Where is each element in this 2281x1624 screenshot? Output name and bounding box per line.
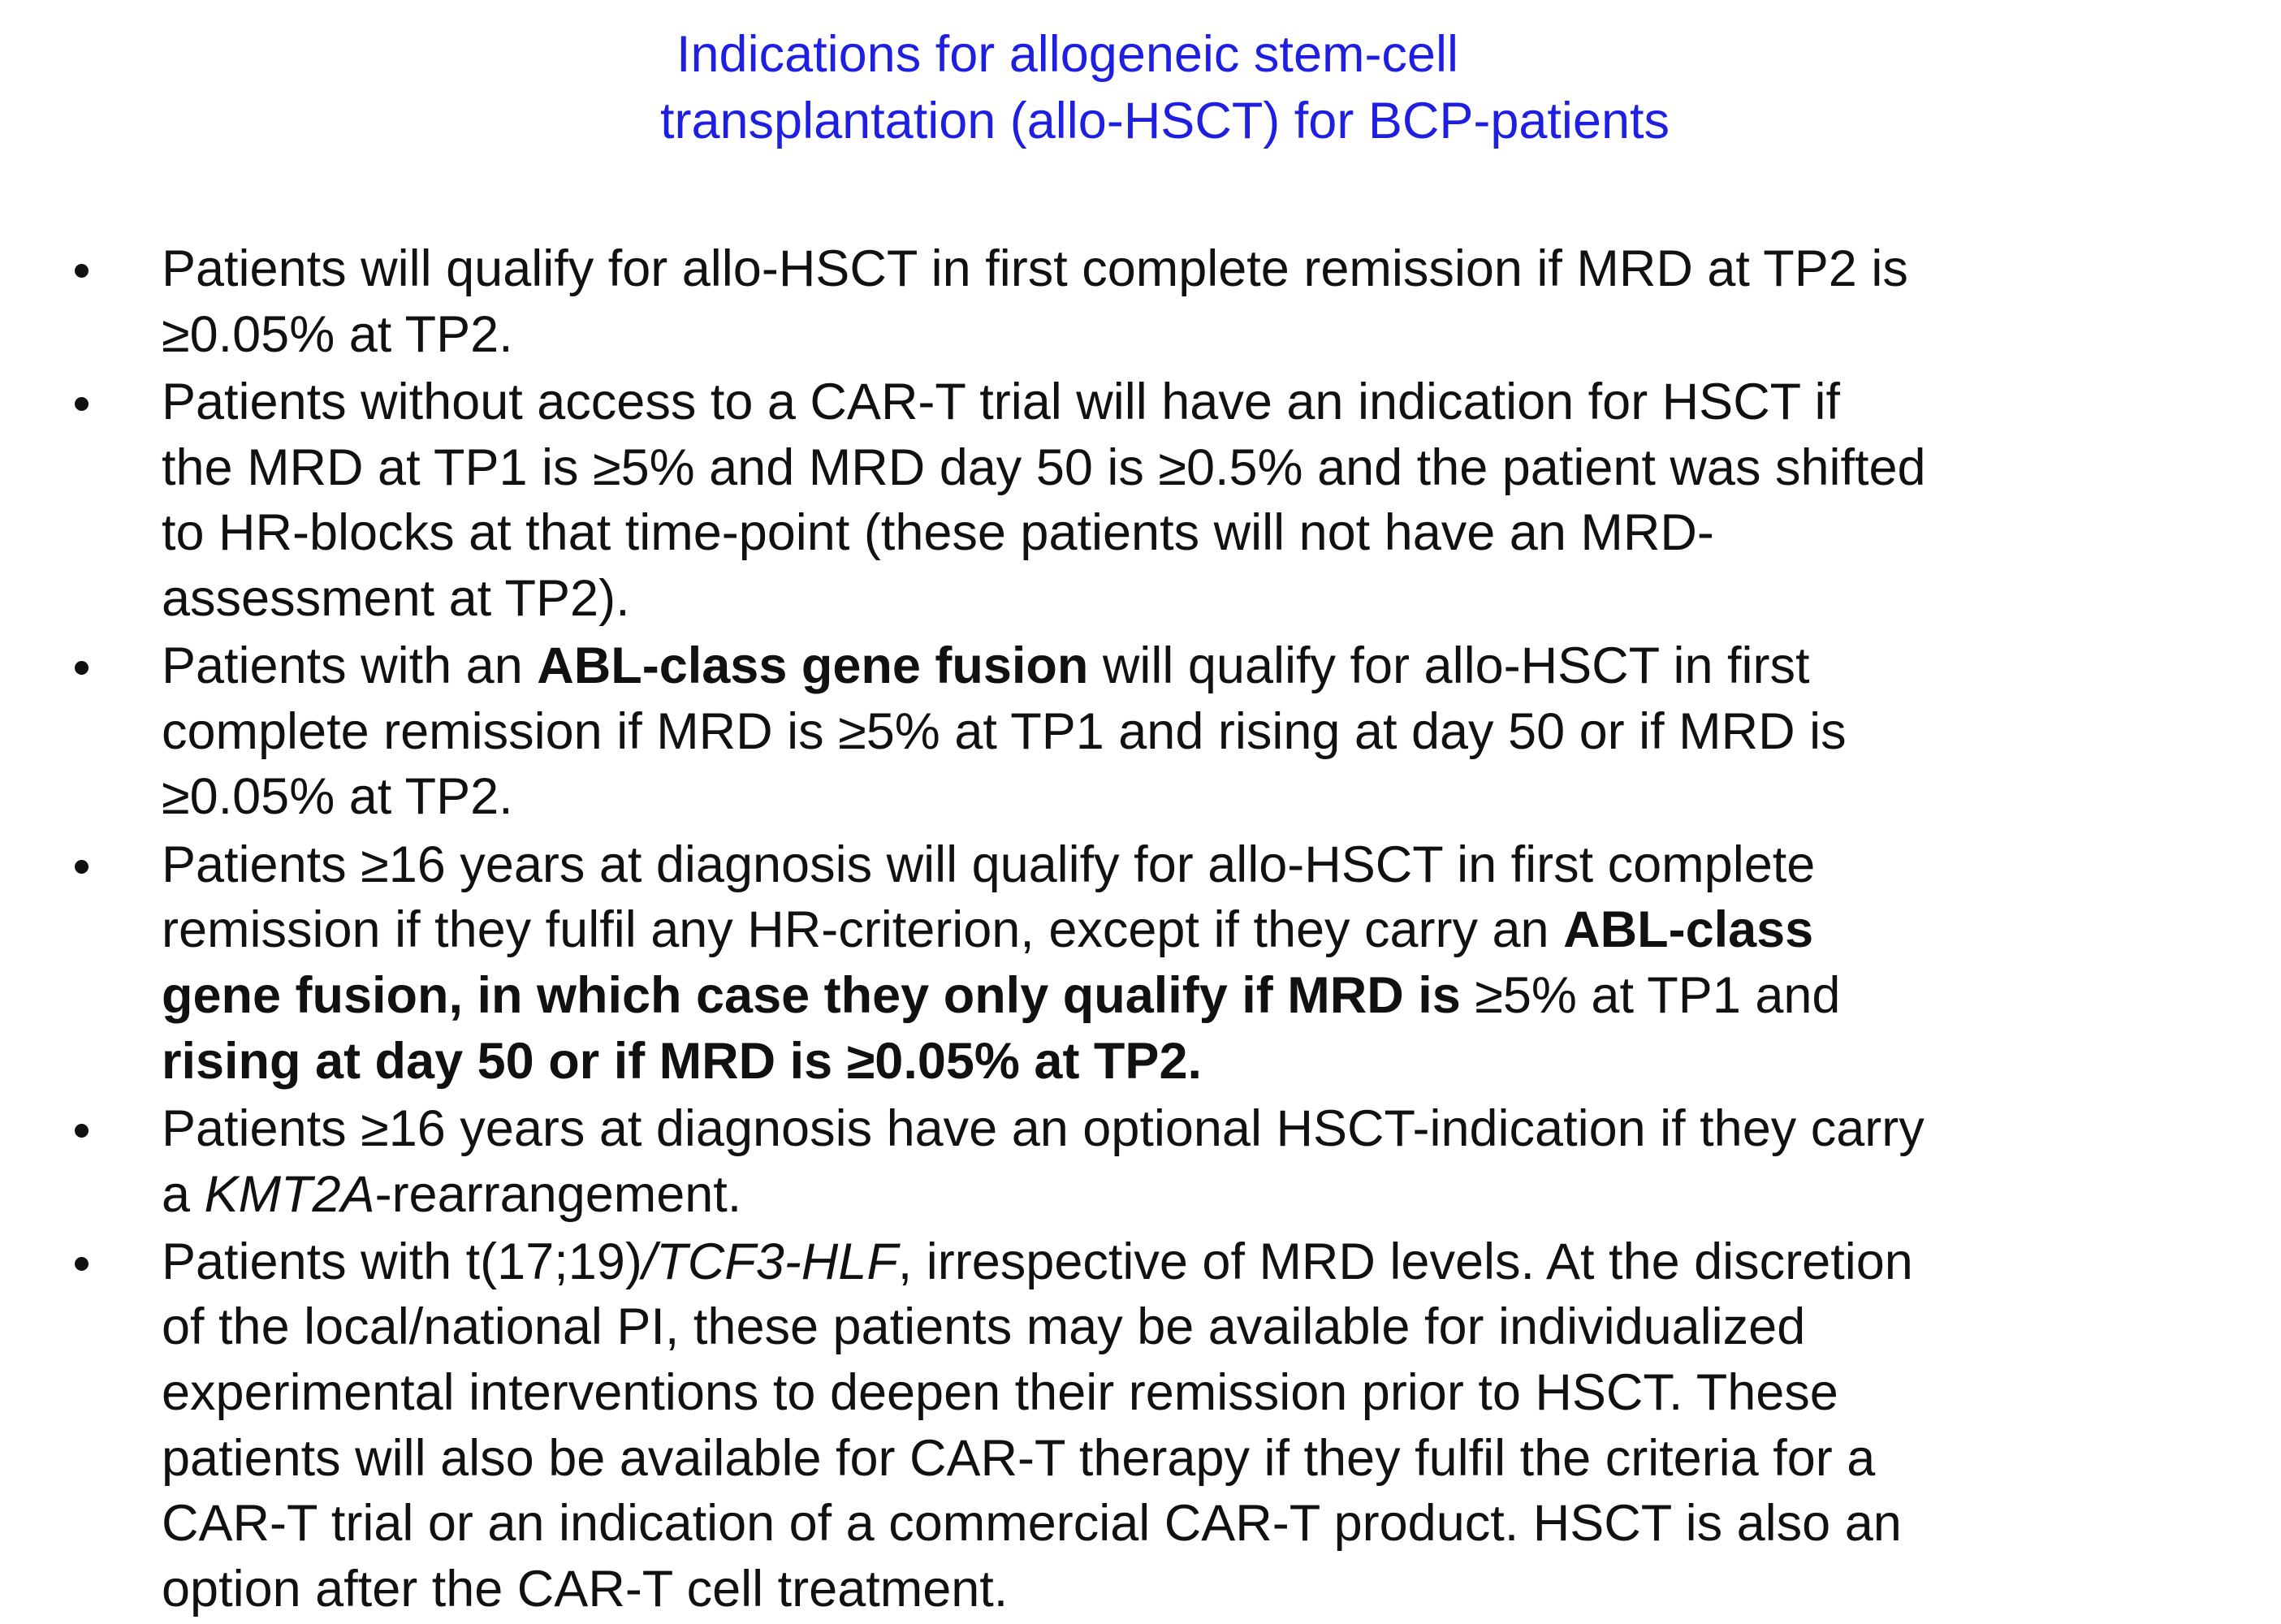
bullet-text-line: rising at day 50 or if MRD is ≥0.05% at … [162,1029,2127,1095]
bullet-dot-icon [75,396,89,411]
page-title: Indications for allogeneic stem-cell tra… [660,21,1670,154]
list-item: Patients ≥16 years at diagnosis will qua… [0,832,2127,1094]
italic-text: /TCF3-HLF [642,1233,898,1290]
italic-text: KMT2A [204,1165,375,1223]
title-line-2: transplantation (allo-HSCT) for BCP-pati… [660,93,1670,149]
text-segment: patients will also be available for CAR-… [162,1429,1876,1487]
bullet-dot-icon [75,264,89,278]
text-segment: a [162,1165,205,1223]
bullet-text-line: Patients ≥16 years at diagnosis will qua… [162,832,2127,898]
text-segment: will qualify for allo-HSCT in first [1088,637,1810,695]
text-segment: Patients ≥16 years at diagnosis have an … [162,1099,1925,1157]
list-item: Patients with t(17;19)/TCF3-HLF, irrespe… [0,1229,2127,1622]
text-segment: CAR-T trial or an indication of a commer… [162,1495,1902,1553]
bullet-text-line: ≥0.05% at TP2. [162,764,2127,830]
bullet-text-line: a KMT2A-rearrangement. [162,1162,2127,1228]
bullet-text-line: gene fusion, in which case they only qua… [162,963,2127,1029]
text-segment: to HR-blocks at that time-point (these p… [162,504,1714,562]
text-segment: Patients with an [162,637,538,695]
list-item: Patients with an ABL-class gene fusion w… [0,633,2127,830]
bullet-text-line: Patients without access to a CAR-T trial… [162,369,2127,435]
text-segment: -rearrangement. [374,1165,742,1223]
bullet-text-line: remission if they fulfil any HR-criterio… [162,897,2127,963]
bullet-dot-icon [75,661,89,676]
bullet-text-line: of the local/national PI, these patients… [162,1294,2127,1360]
bold-text: gene fusion, in which case they only qua… [162,966,1461,1024]
bullet-text-line: the MRD at TP1 is ≥5% and MRD day 50 is … [162,435,2127,501]
bullet-text-line: complete remission if MRD is ≥5% at TP1 … [162,699,2127,765]
text-segment: experimental interventions to deepen the… [162,1364,1838,1422]
bullet-text-line: Patients ≥16 years at diagnosis have an … [162,1096,2127,1162]
text-segment: Patients with t(17;19) [162,1233,642,1290]
indications-bullet-list: Patients will qualify for allo-HSCT in f… [0,236,2281,1624]
text-segment: Patients will qualify for allo-HSCT in f… [162,240,1908,297]
text-segment: Patients without access to a CAR-T trial… [162,373,1841,430]
bullet-text-line: Patients with t(17;19)/TCF3-HLF, irrespe… [162,1229,2127,1295]
bullet-dot-icon [75,1123,89,1138]
text-segment: of the local/national PI, these patients… [162,1298,1806,1356]
list-item: Patients without access to a CAR-T trial… [0,369,2127,631]
bullet-text-line: option after the CAR-T cell treatment. [162,1557,2127,1622]
list-item: Patients will qualify for allo-HSCT in f… [0,236,2127,367]
text-segment: complete remission if MRD is ≥5% at TP1 … [162,702,1847,760]
bullet-text-line: assessment at TP2). [162,566,2127,632]
text-segment: option after the CAR-T cell treatment. [162,1560,1009,1618]
text-segment: Patients ≥16 years at diagnosis will qua… [162,836,1816,893]
bullet-text-line: CAR-T trial or an indication of a commer… [162,1491,2127,1557]
bullet-text-line: experimental interventions to deepen the… [162,1360,2127,1426]
text-segment: , irrespective of MRD levels. At the dis… [897,1233,1913,1290]
text-segment: assessment at TP2). [162,569,630,627]
bullet-text-line: patients will also be available for CAR-… [162,1426,2127,1492]
bold-text: ABL-class [1563,901,1814,959]
bullet-text-line: Patients with an ABL-class gene fusion w… [162,633,2127,699]
text-segment: ≥0.05% at TP2. [162,768,513,826]
text-segment: ≥5% at TP1 and [1460,966,1841,1024]
text-segment: the MRD at TP1 is ≥5% and MRD day 50 is … [162,438,1926,496]
bullet-dot-icon [75,859,89,874]
bold-text: rising at day 50 or if MRD is ≥0.05% at … [162,1032,1202,1090]
text-segment: remission if they fulfil any HR-criterio… [162,901,1564,959]
bullet-text-line: ≥0.05% at TP2. [162,302,2127,368]
bullet-text-line: Patients will qualify for allo-HSCT in f… [162,236,2127,302]
text-segment: ≥0.05% at TP2. [162,305,513,363]
bold-text: ABL-class gene fusion [537,637,1089,695]
title-line-1: Indications for allogeneic stem-cell [676,26,1458,83]
bullet-dot-icon [75,1256,89,1271]
list-item: Patients ≥16 years at diagnosis have an … [0,1096,2127,1227]
bullet-text-line: to HR-blocks at that time-point (these p… [162,500,2127,566]
